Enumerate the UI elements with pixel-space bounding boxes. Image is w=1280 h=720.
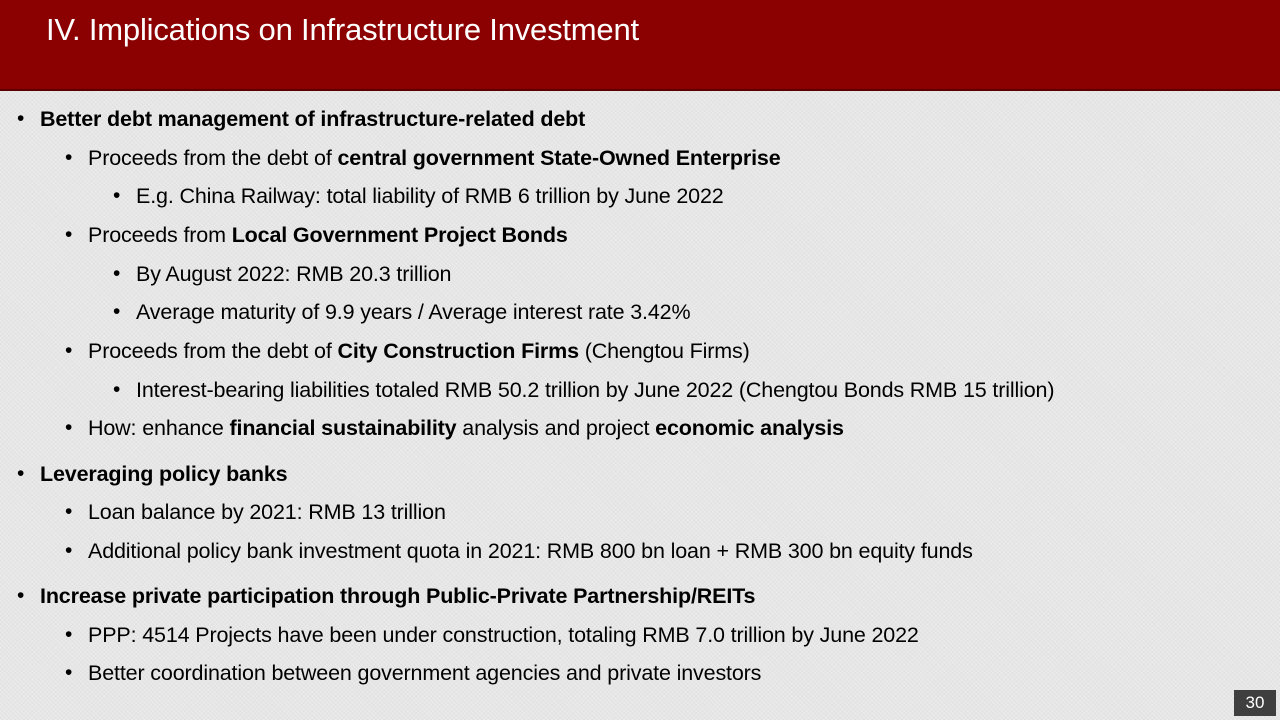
bullet-city-construction: • Proceeds from the debt of City Constru… <box>65 339 750 363</box>
bullet-dot-icon: • <box>65 539 73 562</box>
bullet-dot-icon: • <box>65 416 73 439</box>
page-number: 30 <box>1234 690 1276 716</box>
bullet-dot-icon: • <box>65 146 73 169</box>
bullet-dot-icon: • <box>113 262 121 285</box>
bullet-dot-icon: • <box>65 623 73 646</box>
bullet-local-gov-bonds: • Proceeds from Local Government Project… <box>65 223 568 247</box>
bullet-august-2022: • By August 2022: RMB 20.3 trillion <box>113 262 452 286</box>
bullet-dot-icon: • <box>17 107 25 130</box>
slide-title: IV. Implications on Infrastructure Inves… <box>46 12 639 47</box>
bullet-dot-icon: • <box>65 223 73 246</box>
bullet-interest-bearing: • Interest-bearing liabilities totaled R… <box>113 378 1055 402</box>
bullet-average-maturity: • Average maturity of 9.9 years / Averag… <box>113 300 691 324</box>
bullet-debt-management: • Better debt management of infrastructu… <box>17 107 586 131</box>
bullet-dot-icon: • <box>65 339 73 362</box>
bullet-china-railway: • E.g. China Railway: total liability of… <box>113 184 724 208</box>
bullet-ppp-projects: • PPP: 4514 Projects have been under con… <box>65 623 919 647</box>
bullet-dot-icon: • <box>113 300 121 323</box>
slide-title-bar: IV. Implications on Infrastructure Inves… <box>0 0 1280 91</box>
bullet-coordination: • Better coordination between government… <box>65 661 762 685</box>
bullet-how-enhance: • How: enhance financial sustainability … <box>65 416 844 440</box>
bullet-investment-quota: • Additional policy bank investment quot… <box>65 539 973 563</box>
bullet-dot-icon: • <box>65 661 73 684</box>
bullet-dot-icon: • <box>17 584 25 607</box>
bullet-dot-icon: • <box>65 500 73 523</box>
bullet-central-soe: • Proceeds from the debt of central gove… <box>65 146 781 170</box>
bullet-private-participation: • Increase private participation through… <box>17 584 756 608</box>
bullet-loan-balance: • Loan balance by 2021: RMB 13 trillion <box>65 500 446 524</box>
bullet-dot-icon: • <box>113 378 121 401</box>
bullet-policy-banks: • Leveraging policy banks <box>17 462 288 486</box>
bullet-dot-icon: • <box>113 184 121 207</box>
bullet-dot-icon: • <box>17 462 25 485</box>
